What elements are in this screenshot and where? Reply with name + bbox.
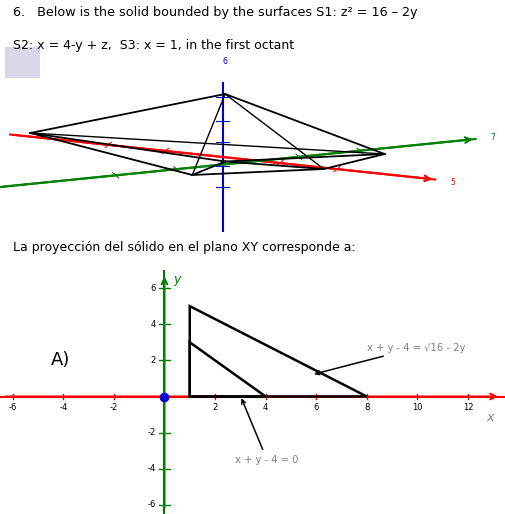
Text: 12: 12	[462, 403, 472, 412]
Bar	[5, 47, 40, 78]
Text: A): A)	[50, 352, 70, 370]
Text: 7: 7	[490, 133, 495, 142]
Text: y: y	[173, 273, 180, 286]
Text: S2: x = 4-y + z,  S3: x = 1, in the first octant: S2: x = 4-y + z, S3: x = 1, in the first…	[13, 40, 293, 52]
Text: 8: 8	[364, 403, 369, 412]
Text: x + y - 4 = 0: x + y - 4 = 0	[235, 400, 298, 465]
Text: 10: 10	[412, 403, 422, 412]
Text: 4: 4	[263, 403, 268, 412]
Text: -2: -2	[147, 428, 156, 437]
Text: 6.   Below is the solid bounded by the surfaces S1: z² = 16 – 2y: 6. Below is the solid bounded by the sur…	[13, 6, 416, 19]
Text: -6: -6	[9, 403, 17, 412]
Text: 6: 6	[150, 284, 156, 292]
Text: La proyección del sólido en el plano XY corresponde a:: La proyección del sólido en el plano XY …	[13, 242, 355, 254]
Text: 4: 4	[150, 320, 156, 329]
Text: -4: -4	[147, 464, 156, 473]
Text: 2: 2	[212, 403, 217, 412]
Text: 6: 6	[222, 57, 227, 65]
Text: -6: -6	[147, 501, 156, 509]
Text: x: x	[485, 411, 492, 424]
Text: -4: -4	[59, 403, 67, 412]
Text: 5: 5	[449, 178, 454, 187]
Text: -2: -2	[110, 403, 118, 412]
Text: x + y - 4 = √16 - 2y: x + y - 4 = √16 - 2y	[315, 343, 464, 375]
Text: 6: 6	[313, 403, 318, 412]
Text: 2: 2	[150, 356, 156, 365]
